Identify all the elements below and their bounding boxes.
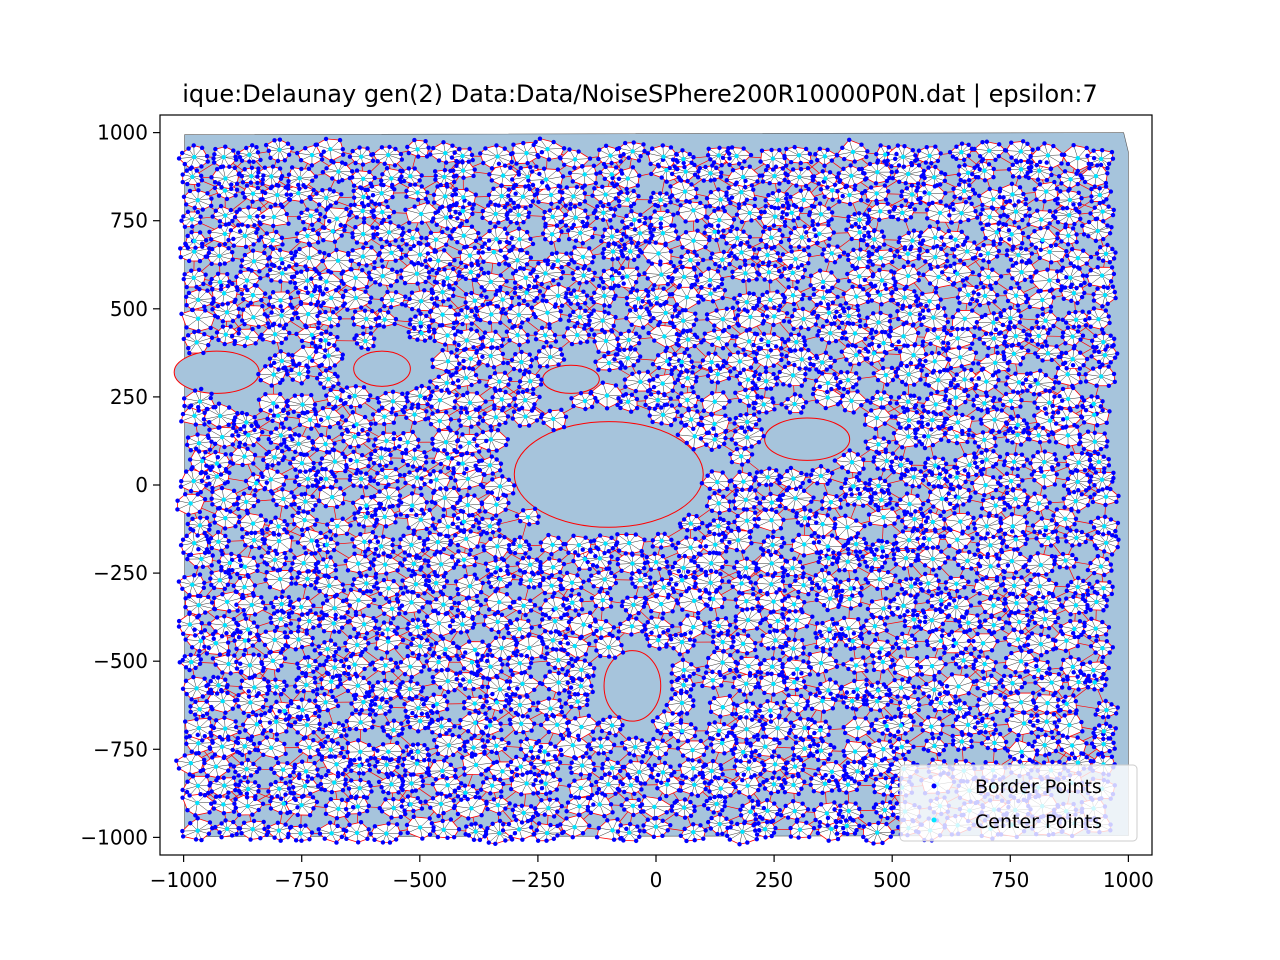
plot-area (173, 132, 1129, 847)
chart-title: ique:Delaunay gen(2) Data:Data/NoiseSPhe… (182, 80, 1097, 108)
